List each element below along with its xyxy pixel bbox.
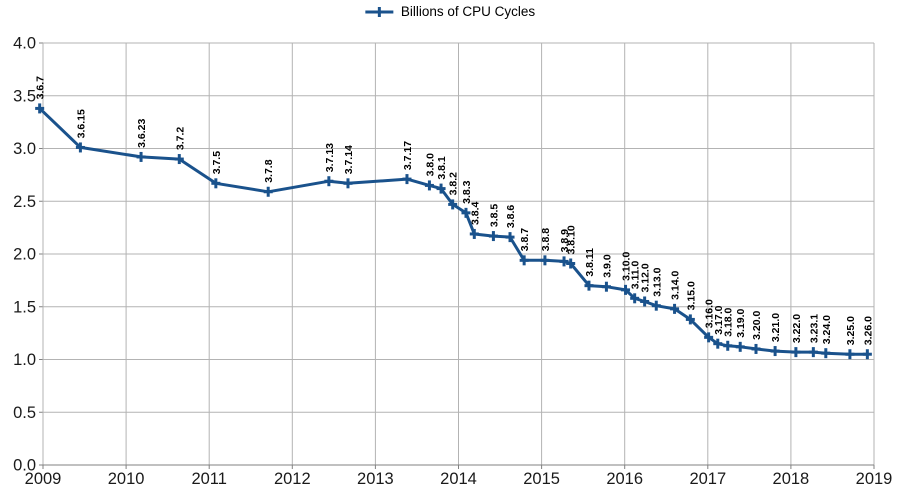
data-point-label: 3.7.8 (263, 159, 275, 183)
x-tick-label: 2019 (856, 470, 893, 488)
data-point-label: 3.25.0 (845, 316, 857, 345)
data-point-label: 3.8.7 (519, 228, 531, 252)
data-point-label: 3.8.1 (436, 156, 448, 180)
x-tick-label: 2018 (773, 470, 810, 488)
data-point-label: 3.8.8 (540, 228, 552, 252)
data-point-label: 3.14.0 (670, 271, 682, 300)
x-tick-label: 2016 (606, 470, 643, 488)
y-tick-label: 2.0 (13, 246, 36, 264)
data-point-label: 3.6.23 (136, 119, 148, 148)
data-point-label: 3.21.0 (770, 313, 782, 342)
data-point-label: 3.26.0 (862, 316, 874, 345)
data-point-label: 3.8.9 (559, 229, 571, 253)
y-tick-label: 3.0 (13, 140, 36, 158)
legend-line-plus-icon (364, 6, 393, 17)
data-point-label: 3.8.2 (448, 172, 460, 196)
data-point-label: 3.6.15 (75, 109, 87, 138)
data-point-label: 3.16.0 (704, 299, 716, 328)
y-tick-label: 0.0 (13, 457, 36, 475)
data-point-label: 3.8.10 (566, 225, 578, 254)
data-point-label: 3.19.0 (735, 308, 747, 337)
data-point-label: 3.18.0 (723, 307, 735, 336)
x-tick-label: 2013 (357, 470, 394, 488)
data-point-label: 3.7.13 (324, 143, 336, 172)
y-tick-label: 1.5 (13, 298, 36, 316)
data-point-label: 3.8.6 (505, 205, 517, 229)
y-tick-label: 2.5 (13, 193, 36, 211)
x-tick-label: 2012 (274, 470, 311, 488)
data-point-label: 3.23.1 (808, 314, 820, 343)
data-point-label: 3.11.0 (630, 261, 642, 290)
data-point-label: 3.8.3 (461, 180, 473, 204)
y-tick-label: 1.0 (13, 351, 36, 369)
x-tick-label: 2011 (191, 470, 226, 488)
data-point-label: 3.10.0 (621, 252, 633, 281)
x-tick-label: 2014 (440, 470, 477, 488)
x-tick-label: 2015 (523, 470, 560, 488)
x-tick-label: 2009 (25, 470, 62, 488)
data-point-label: 3.7.2 (174, 127, 186, 151)
data-point-label: 3.8.11 (584, 248, 596, 277)
y-tick-label: 4.0 (13, 35, 36, 53)
data-point-label: 3.24.0 (821, 315, 833, 344)
data-point-label: 3.8.0 (424, 153, 436, 177)
data-point-label: 3.12.0 (640, 263, 652, 292)
y-tick-label: 3.5 (13, 87, 36, 105)
x-tick-label: 2017 (689, 470, 726, 488)
legend-label: Billions of CPU Cycles (400, 4, 536, 19)
x-tick-label: 2010 (108, 470, 145, 488)
data-point-label: 3.8.4 (469, 201, 481, 225)
data-point-label: 3.20.0 (751, 311, 763, 340)
y-tick-label: 0.5 (13, 404, 36, 422)
data-point-label: 3.6.7 (35, 76, 47, 100)
data-point-label: 3.7.14 (343, 145, 355, 174)
data-point-label: 3.9.0 (601, 254, 613, 278)
chart-legend: Billions of CPU Cycles (364, 4, 535, 19)
data-point-label: 3.22.0 (791, 314, 803, 343)
data-point-label: 3.7.5 (211, 151, 223, 175)
data-point-label: 3.8.5 (488, 204, 500, 228)
data-point-label: 3.17.0 (713, 305, 725, 334)
data-point-label: 3.13.0 (651, 267, 663, 296)
data-point-label: 3.7.17 (402, 141, 414, 170)
data-point-label: 3.15.0 (685, 281, 697, 310)
